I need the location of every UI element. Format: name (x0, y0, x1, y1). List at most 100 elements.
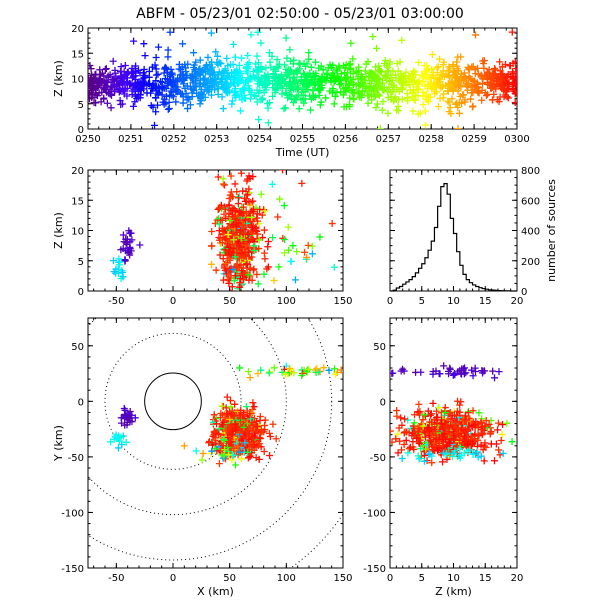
x_z-source (243, 177, 251, 185)
x_z-source (225, 201, 233, 209)
x_z-source (218, 239, 226, 247)
z_y-source (428, 459, 436, 467)
plan_view-source (314, 368, 322, 376)
plan_view-source (241, 439, 249, 447)
z_y-source (427, 410, 435, 418)
plan_view-source (180, 442, 188, 450)
time-height-source (346, 94, 354, 102)
x_z-source (280, 202, 288, 210)
height_histogram-xtick-label: 10 (447, 296, 460, 307)
plan_view-source (252, 418, 260, 426)
x_z-source (328, 220, 336, 228)
plan_view-source (270, 364, 278, 372)
x_z-source (239, 221, 247, 229)
plan_view-source (290, 369, 298, 377)
x_z-source (238, 249, 246, 257)
time-height-source (405, 81, 413, 89)
time-height-source (428, 65, 436, 73)
x_z-source (223, 251, 231, 259)
plan_view-source (230, 444, 238, 452)
plan_view-source (287, 365, 295, 373)
time-height-source (212, 75, 220, 83)
time-height-source (292, 96, 300, 104)
x_z-source (224, 238, 232, 246)
time-height-source (327, 78, 335, 86)
x_z-source (293, 248, 301, 256)
z_y-source (467, 433, 475, 441)
z_y-source (414, 428, 422, 436)
plan_view-source (325, 366, 333, 374)
time_height-ylabel: Z (km) (52, 60, 65, 97)
time-height-source (190, 49, 198, 57)
plan_view-source (251, 432, 259, 440)
time-height-source (257, 75, 265, 83)
time-height-source (165, 98, 173, 106)
plan_view-ytick-label: -150 (61, 564, 84, 575)
plan_view-source (226, 397, 234, 405)
z_y-source (439, 441, 447, 449)
time-height-source (478, 86, 486, 94)
time-height-source (465, 73, 473, 81)
time-height-source (290, 56, 298, 64)
plan_view-source (215, 460, 223, 468)
plan_view-source (244, 367, 252, 375)
x_z-source (208, 242, 216, 250)
plan_view-source (122, 412, 130, 420)
x_z-ytick-label: 15 (71, 196, 84, 207)
z_y-source (401, 415, 409, 423)
z_y-source (444, 423, 452, 431)
plan_view-source (266, 452, 274, 460)
z_y-source (461, 426, 469, 434)
x_z-source (242, 210, 250, 218)
time-height-source (112, 74, 120, 82)
z_y-source (468, 366, 476, 374)
time-height-source (361, 84, 369, 92)
time-height-source (502, 87, 510, 95)
time-height-source (165, 104, 173, 112)
time_height-ytick-label: 20 (71, 24, 84, 35)
time-height-source (364, 92, 372, 100)
z_y-source (429, 370, 437, 378)
time-height-source (253, 98, 261, 106)
time-height-source (266, 58, 274, 66)
time-height-source (387, 95, 395, 103)
z_y-source (397, 446, 405, 454)
time_height-ytick-label: 10 (71, 75, 84, 86)
time-height-source (283, 54, 291, 62)
time-height-source (286, 57, 294, 65)
x_z-source (243, 260, 251, 268)
time-height-source (512, 65, 517, 73)
z_y-source (456, 433, 464, 441)
time-height-source (183, 96, 191, 104)
plan_view-ytick-label: 0 (78, 397, 84, 408)
time-height-source (254, 28, 262, 36)
time-height-source (358, 79, 366, 87)
time-height-source (269, 70, 277, 78)
time-height-source (282, 34, 290, 42)
time-height-source (167, 87, 175, 95)
time-height-source (215, 68, 223, 76)
figure-title: ABFM - 05/23/01 02:50:00 - 05/23/01 03:0… (136, 6, 464, 22)
x_z-source (212, 266, 220, 274)
z_y-ytick-label: -100 (363, 508, 386, 519)
z_y-source (448, 452, 456, 460)
time-height-source (286, 81, 294, 89)
z_y-axes: 0 5 10 15 20 -150 -100 -50 0 50 Z (km) (363, 317, 523, 598)
time-height-source (266, 49, 274, 57)
time-height-source (319, 66, 327, 74)
time-height-source (236, 93, 244, 101)
time-height-source (262, 86, 270, 94)
x_z-source (219, 175, 227, 183)
time-height-source (124, 69, 132, 77)
time-height-source (258, 65, 266, 73)
time-height-source (467, 95, 475, 103)
time-height-source (154, 91, 162, 99)
x_z-source (221, 205, 229, 213)
x_z-source (115, 255, 123, 263)
z_y-source (454, 429, 462, 437)
time-height-source (316, 101, 324, 109)
x_z-source (215, 220, 223, 228)
x_z-source (246, 161, 253, 168)
plan_view-source (225, 423, 233, 431)
x_z-source (230, 289, 232, 291)
